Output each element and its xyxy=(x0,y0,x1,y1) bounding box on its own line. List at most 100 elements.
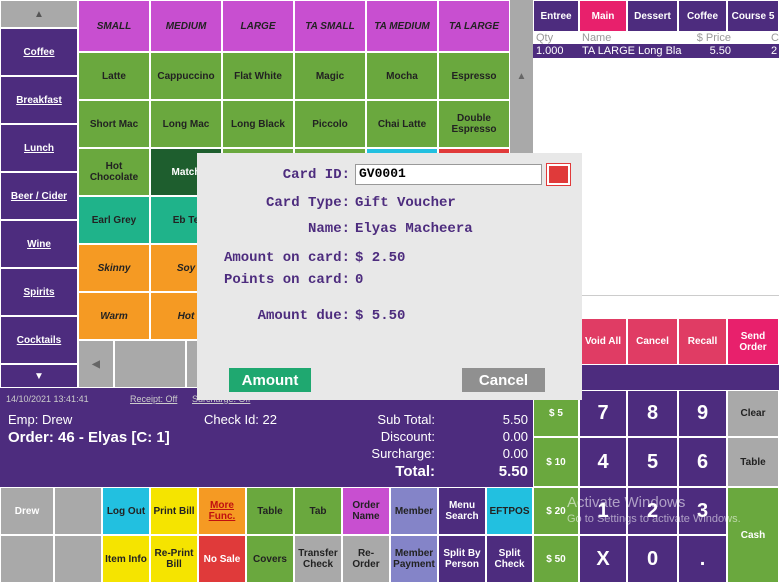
menu-item[interactable]: Piccolo xyxy=(294,100,366,148)
function-button[interactable]: Split Check xyxy=(486,535,533,583)
cash-button[interactable]: $ 20 xyxy=(533,487,579,535)
action-button[interactable]: Void All xyxy=(579,318,627,365)
order-line-bg[interactable] xyxy=(533,44,779,58)
function-button[interactable]: EFTPOS xyxy=(486,487,533,535)
size-header[interactable]: TA LARGE xyxy=(438,0,510,52)
keypad-key[interactable]: Cash xyxy=(727,487,779,583)
menu-item[interactable]: Earl Grey xyxy=(78,196,150,244)
category-button[interactable]: Beer / Cider xyxy=(0,172,78,220)
size-header[interactable]: SMALL xyxy=(78,0,150,52)
field-value[interactable]: GV0001 xyxy=(359,166,406,181)
gift-card-dialog: Card ID: GV0001 Card Type: Gift Voucher Name… xyxy=(197,153,582,400)
function-button[interactable]: Table xyxy=(246,487,294,535)
order-line-cell[interactable]: 5.50 xyxy=(709,45,731,57)
course-tab[interactable]: Entree xyxy=(533,0,579,32)
menu-item[interactable]: Chai Latte xyxy=(366,100,438,148)
keyboard-icon[interactable] xyxy=(546,163,571,186)
course-tab[interactable]: Course 5 xyxy=(727,0,779,32)
menu-item[interactable]: Espresso xyxy=(438,52,510,100)
function-button[interactable]: Member xyxy=(390,487,438,535)
function-button[interactable]: Re-Print Bill xyxy=(150,535,198,583)
action-button[interactable]: Recall xyxy=(678,318,727,365)
menu-item[interactable]: Flat White xyxy=(222,52,294,100)
function-button[interactable]: Item Info xyxy=(102,535,150,583)
menu-item[interactable]: Long Mac xyxy=(150,100,222,148)
size-header[interactable]: LARGE xyxy=(222,0,294,52)
function-button[interactable]: Menu Search xyxy=(438,487,486,535)
function-button[interactable]: Drew xyxy=(0,487,54,535)
menu-item[interactable]: Magic xyxy=(294,52,366,100)
cash-button[interactable]: $ 10 xyxy=(533,437,579,487)
keypad-key[interactable]: 6 xyxy=(678,437,727,487)
function-button[interactable] xyxy=(54,487,102,535)
course-tab[interactable]: Coffee xyxy=(678,0,727,32)
function-button[interactable]: Split By Person xyxy=(438,535,486,583)
menu-item[interactable]: Cappuccino xyxy=(150,52,222,100)
size-header[interactable]: MEDIUM xyxy=(150,0,222,52)
order-line-cell[interactable]: TA LARGE Long Bla xyxy=(582,45,682,57)
keypad-key[interactable]: X xyxy=(579,535,627,583)
order-line-cell[interactable]: 2 xyxy=(771,45,778,57)
keypad-key[interactable]: 1 xyxy=(579,487,627,535)
function-button[interactable] xyxy=(0,535,54,583)
total-label: Surcharge: xyxy=(371,446,435,461)
function-button[interactable]: No Sale xyxy=(198,535,246,583)
function-button[interactable]: Tab xyxy=(294,487,342,535)
total-value: 0.00 xyxy=(502,446,528,461)
course-tab[interactable]: Dessert xyxy=(627,0,678,32)
menu-item[interactable]: Skinny xyxy=(78,244,150,292)
nav-up[interactable]: ▲ xyxy=(0,0,78,28)
menu-item[interactable]: Long Black xyxy=(222,100,294,148)
keypad-key[interactable]: 7 xyxy=(579,390,627,437)
keypad-key[interactable]: 2 xyxy=(627,487,678,535)
employee: Emp: Drew xyxy=(8,412,73,427)
category-button[interactable]: Coffee xyxy=(0,28,78,76)
category-button[interactable]: Breakfast xyxy=(0,76,78,124)
check-id: Check Id: 22 xyxy=(204,412,277,427)
function-button[interactable]: Covers xyxy=(246,535,294,583)
scroll-up[interactable]: ▲ xyxy=(510,52,533,100)
keypad-key[interactable]: 3 xyxy=(678,487,727,535)
keypad-key[interactable]: Table xyxy=(727,437,779,487)
nav-down[interactable]: ▼ xyxy=(0,364,78,388)
keypad-key[interactable]: 0 xyxy=(627,535,678,583)
course-tab[interactable]: Main xyxy=(579,0,627,32)
card-id-input[interactable]: GV0001 xyxy=(355,164,542,185)
order-line-cell[interactable]: 1.000 xyxy=(536,45,564,57)
function-button[interactable]: More Func. xyxy=(198,487,246,535)
function-button[interactable]: Log Out xyxy=(102,487,150,535)
total-label: Sub Total: xyxy=(377,412,435,427)
keypad-key[interactable]: 5 xyxy=(627,437,678,487)
action-button[interactable]: Send Order xyxy=(727,318,779,365)
function-button[interactable]: Order Name xyxy=(342,487,390,535)
category-button[interactable]: Cocktails xyxy=(0,316,78,364)
function-button[interactable]: Transfer Check xyxy=(294,535,342,583)
cash-button[interactable]: $ 50 xyxy=(533,535,579,583)
menu-item[interactable]: Double Espresso xyxy=(438,100,510,148)
cancel-button[interactable]: Cancel xyxy=(462,368,545,392)
keypad-key[interactable]: . xyxy=(678,535,727,583)
keypad-key[interactable]: 4 xyxy=(579,437,627,487)
category-button[interactable]: Spirits xyxy=(0,268,78,316)
menu-item[interactable]: Hot Chocolate xyxy=(78,148,150,196)
keypad-key[interactable]: 8 xyxy=(627,390,678,437)
menu-item[interactable]: Short Mac xyxy=(78,100,150,148)
function-button[interactable]: Member Payment xyxy=(390,535,438,583)
menu-item[interactable]: Mocha xyxy=(366,52,438,100)
total-value: 5.50 xyxy=(502,412,528,427)
menu-item[interactable]: Warm xyxy=(78,292,150,340)
menu-item[interactable]: Latte xyxy=(78,52,150,100)
keypad-key[interactable]: 9 xyxy=(678,390,727,437)
menu-left[interactable]: ◀ xyxy=(78,340,114,388)
function-button[interactable]: Print Bill xyxy=(150,487,198,535)
function-button[interactable]: Re-Order xyxy=(342,535,390,583)
function-button[interactable] xyxy=(54,535,102,583)
category-button[interactable]: Wine xyxy=(0,220,78,268)
size-header[interactable]: TA MEDIUM xyxy=(366,0,438,52)
keypad-key[interactable]: Clear xyxy=(727,390,779,437)
action-button[interactable]: Cancel xyxy=(627,318,678,365)
receipt: Receipt: Off xyxy=(130,394,178,404)
size-header[interactable]: TA SMALL xyxy=(294,0,366,52)
category-button[interactable]: Lunch xyxy=(0,124,78,172)
amount-button[interactable]: Amount xyxy=(229,368,311,392)
